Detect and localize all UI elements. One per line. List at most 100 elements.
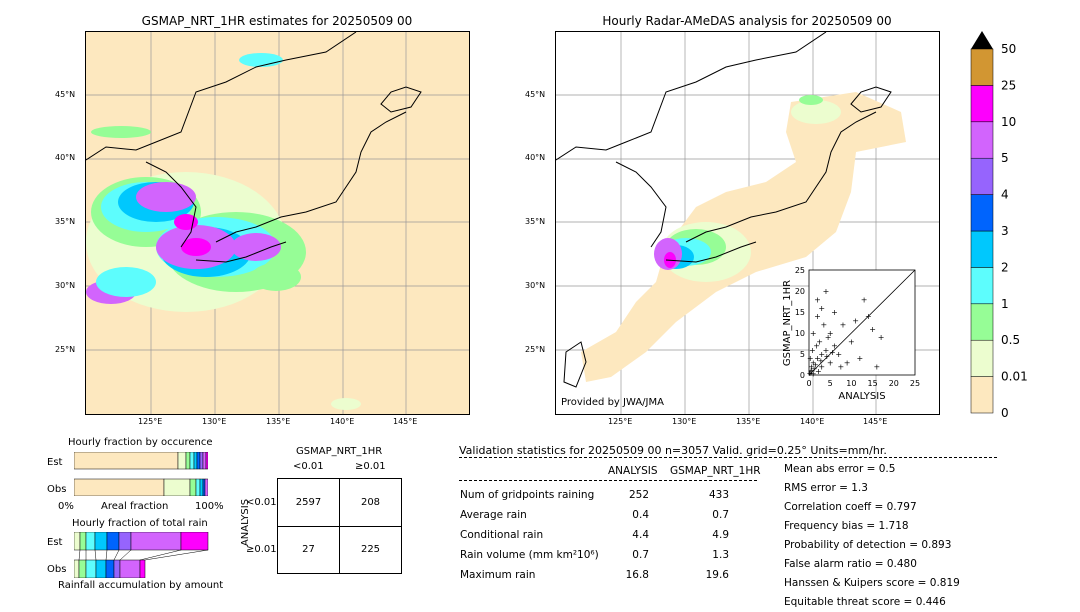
scatter-point: + [809,346,816,355]
scatter-point: + [810,358,817,367]
score-hk: Hanssen & Kuipers score = 0.819 [784,577,960,589]
colorbar-label: 2 [1001,260,1009,274]
validation-row-analysis: 0.4 [632,509,649,521]
left-rain-field [86,53,361,410]
scatter-x-tick: 25 [910,379,920,388]
contingency-cell-2: 208 [360,497,381,508]
left-map-canvas [86,32,469,414]
colorbar: 0 0.01 0.5 1 2 3 4 5 10 25 50 [970,30,1030,420]
colorbar-swatch [970,230,994,268]
scatter-x-tick: 0 [806,379,811,388]
validation-table-line [459,480,757,481]
colorbar-label: 25 [1001,78,1016,92]
score-mean-abs-error: Mean abs error = 0.5 [784,463,896,475]
left-lon-label-135: 135°E [266,417,291,426]
validation-row-label: Conditional rain [460,529,544,541]
total-rain-obs-bar [73,559,146,579]
right-lon-label-135: 135°E [736,417,761,426]
colorbar-label: 3 [1001,224,1009,238]
occurrence-title: Hourly fraction by occurence [68,437,213,448]
occurrence-obs-label: Obs [47,484,67,495]
contingency-grid: 2597 208 27 225 [277,478,402,574]
scatter-point: + [813,342,820,351]
scatter-point: + [823,352,830,361]
scatter-point: + [825,333,832,342]
total-rain-footer: Rainfall accumulation by amount [58,580,224,591]
scatter-point: + [812,361,819,370]
scatter-point: + [820,321,827,330]
scatter-point: + [814,312,821,321]
scatter-y-tick: 0 [800,371,805,380]
scatter-point: + [810,370,817,379]
left-lon-label-125: 125°E [138,417,163,426]
colorbar-label: 0 [1001,406,1009,420]
scatter-y-tick: 5 [800,350,805,359]
left-lat-label-45: 45°N [55,90,76,99]
right-lon-label-145: 145°E [863,417,888,426]
right-lon-label-125: 125°E [608,417,633,426]
occurrence-axis-left: 0% [58,501,74,512]
data-credit: Provided by JWA/JMA [561,397,664,408]
scatter-point: + [807,354,814,363]
left-lon-label-130: 130°E [202,417,227,426]
scatter-x-tick: 10 [846,379,856,388]
score-far: False alarm ratio = 0.480 [784,558,917,570]
left-lon-label-145: 145°E [393,417,418,426]
scatter-point: + [811,365,818,374]
scatter-point: + [827,358,834,367]
colorbar-canvas: 0 0.01 0.5 1 2 3 4 5 10 25 50 [970,31,1028,420]
scatter-point: + [815,367,822,376]
left-coastlines [86,32,422,263]
total-rain-bars [73,531,210,579]
validation-row-label: Num of gridpoints raining [460,489,595,501]
left-lat-label-25: 25°N [55,345,76,354]
right-map-canvas [556,32,939,414]
validation-col-analysis: ANALYSIS [608,465,658,477]
occurrence-obs-bar [73,478,209,497]
scatter-points: ++++++++++++++++++++++++++++++++++++++ ++… [806,287,884,379]
validation-row-analysis: 252 [628,489,649,501]
right-lat-label-40: 40°N [525,153,546,162]
validation-row-gsmap: 19.6 [705,569,729,581]
validation-row-gsmap: 0.7 [712,509,729,521]
contingency-cell-3: 27 [302,544,315,555]
scatter-point: + [816,337,823,346]
contingency-col2: ≥0.01 [355,461,386,472]
left-map [85,31,470,415]
scatter-point: + [869,325,876,334]
score-correlation: Correlation coeff = 0.797 [784,501,917,513]
scatter-point: + [837,363,844,372]
colorbar-label: 1 [1001,297,1009,311]
scatter-inset: + + + + + + + + + + + + + + + + + + + + + + + + + + + + + + + + + + + + + + + +… [780,265,920,405]
validation-dashline [459,457,997,458]
colorbar-label: 0.01 [1001,370,1028,384]
colorbar-label: 50 [1001,42,1016,56]
colorbar-swatch [970,157,994,195]
scatter-diagonal [808,269,916,376]
scatter-point: + [818,356,825,365]
scatter-ylabel: GSMAP_NRT_1HR [782,280,793,366]
occurrence-axis-right: 100% [195,501,224,512]
scatter-point: + [861,295,868,304]
scatter-y-tick: 15 [795,308,805,317]
validation-col-gsmap: GSMAP_NRT_1HR [670,465,761,477]
scatter-point: + [831,308,838,317]
scatter-point: + [844,358,851,367]
colorbar-label: 10 [1001,115,1016,129]
scatter-point: + [818,350,825,359]
colorbar-label: 0.5 [1001,333,1020,347]
scatter-point: + [852,316,859,325]
scatter-point: + [873,363,880,372]
validation-row-gsmap: 4.9 [712,529,729,541]
left-lat-label-30: 30°N [55,281,76,290]
right-radar-coverage [581,92,906,382]
right-lat-label-25: 25°N [525,345,546,354]
occurrence-bars [73,451,209,497]
scatter-point: + [810,329,817,338]
right-map-title: Hourly Radar-AMeDAS analysis for 2025050… [602,14,892,28]
right-lat-label-35: 35°N [525,217,546,226]
score-ets: Equitable threat score = 0.446 [784,596,946,608]
contingency-row2: ≥0.01 [246,544,277,555]
scatter-point: + [808,368,815,377]
scatter-point: + [878,333,885,342]
